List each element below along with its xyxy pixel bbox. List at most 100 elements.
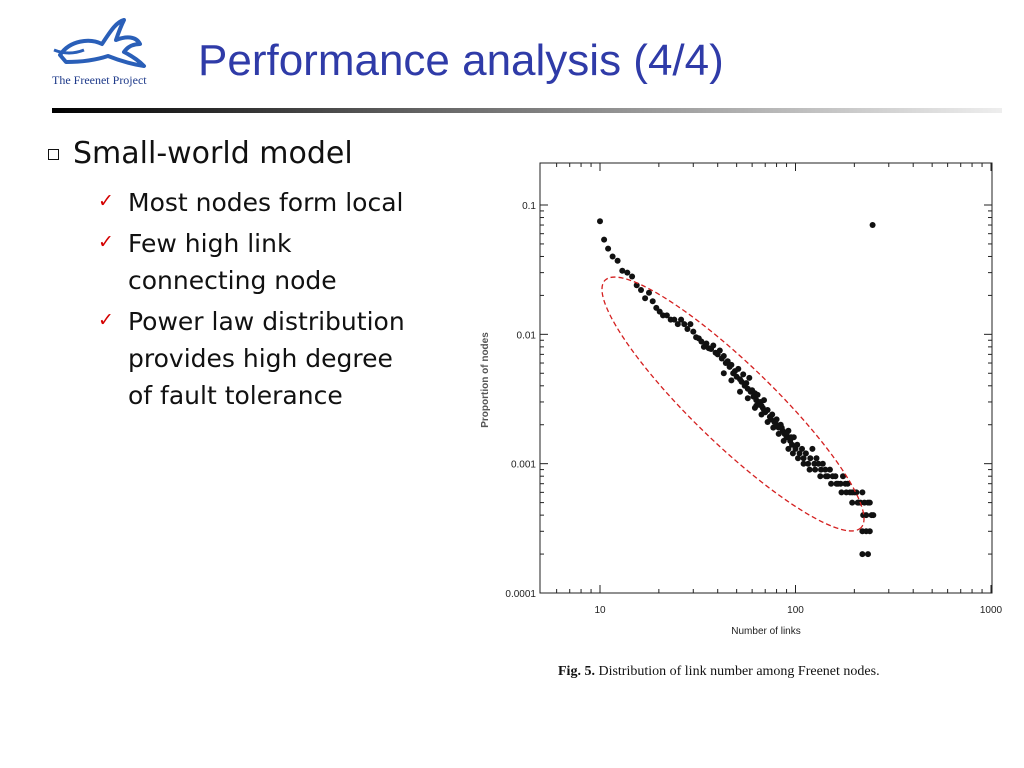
- data-point: [843, 489, 850, 496]
- title-divider: [52, 108, 1002, 113]
- data-point: [812, 466, 819, 473]
- sub-bullet-line: connecting node: [128, 266, 337, 295]
- square-bullet-icon: [48, 149, 59, 160]
- data-point: [866, 528, 873, 535]
- checkmark-icon: ✓: [98, 231, 114, 253]
- data-point: [800, 455, 807, 462]
- data-point: [743, 380, 750, 387]
- data-point: [859, 489, 866, 496]
- data-point: [728, 361, 735, 368]
- sub-bullet-text: Power law distribution provides high deg…: [128, 303, 405, 414]
- bullet-list: Small-world model ✓ Most nodes form loca…: [48, 136, 488, 418]
- freenet-logo: The Freenet Project: [40, 10, 170, 95]
- y-tick-label: 0.1: [522, 201, 536, 212]
- data-point: [844, 480, 851, 487]
- data-point: [735, 365, 742, 372]
- data-point: [744, 395, 751, 402]
- sub-bullet-list: ✓ Most nodes form local ✓ Few high link …: [98, 184, 488, 414]
- data-point: [684, 326, 691, 332]
- data-point: [783, 430, 790, 437]
- data-point: [807, 455, 814, 462]
- data-point: [609, 253, 616, 260]
- logo-text: The Freenet Project: [52, 73, 147, 87]
- data-point: [649, 298, 656, 305]
- data-point: [789, 441, 795, 448]
- data-point: [805, 460, 812, 467]
- data-point: [788, 434, 795, 441]
- data-point: [778, 424, 785, 431]
- data-point: [678, 316, 685, 323]
- bullet-text: Small-world model: [73, 136, 353, 171]
- data-point: [740, 371, 747, 378]
- data-point: [671, 316, 678, 323]
- sub-bullet-text: Few high link connecting node: [128, 225, 337, 299]
- data-point: [754, 391, 761, 398]
- data-point: [849, 499, 856, 506]
- data-point: [795, 455, 801, 462]
- plot-frame: [539, 162, 993, 594]
- data-point: [806, 466, 813, 473]
- data-point: [710, 342, 717, 349]
- x-axis-label: Number of links: [731, 626, 800, 637]
- data-point: [869, 222, 876, 228]
- data-point: [597, 218, 603, 225]
- chart-svg: 10 100 1000 0.1 0.01 0.001 0.0001 Number of li…: [480, 162, 1003, 637]
- caption-label: Fig. 5.: [558, 664, 595, 679]
- data-point: [674, 321, 681, 328]
- checkmark-icon: ✓: [98, 309, 114, 331]
- data-point: [690, 328, 697, 335]
- data-point: [720, 370, 727, 377]
- x-tick-label: 10: [594, 605, 606, 616]
- data-point: [746, 374, 753, 381]
- data-point: [768, 416, 775, 423]
- data-point: [840, 473, 846, 480]
- data-point: [663, 312, 670, 319]
- data-point: [605, 245, 612, 252]
- data-point: [854, 499, 861, 506]
- checkmark-icon: ✓: [98, 190, 114, 212]
- data-point: [818, 466, 824, 473]
- data-point: [614, 257, 621, 264]
- sub-bullet-line: Power law distribution: [128, 307, 405, 336]
- scatter-chart: 10 100 1000 0.1 0.01 0.001 0.0001 Number of li…: [470, 150, 1010, 650]
- data-point: [769, 411, 776, 418]
- y-tick-label: 0.001: [511, 460, 536, 471]
- data-point: [833, 480, 840, 487]
- sub-bullet-item: ✓ Most nodes form local: [98, 184, 488, 221]
- data-point: [866, 499, 873, 506]
- data-point: [822, 473, 829, 480]
- data-point: [822, 466, 829, 473]
- data-point: [860, 512, 867, 519]
- data-point: [773, 421, 780, 428]
- data-point: [703, 340, 710, 347]
- data-point: [796, 450, 803, 457]
- data-point: [624, 269, 631, 276]
- data-point: [738, 378, 745, 385]
- data-point: [828, 480, 835, 487]
- sub-bullet-line: Few high link: [128, 229, 292, 258]
- data-point: [780, 437, 787, 444]
- data-point: [794, 441, 801, 448]
- axis-ticks: 10 100 1000 0.1 0.01 0.001 0.0001: [505, 163, 1003, 616]
- data-point: [629, 273, 636, 280]
- data-point: [802, 450, 809, 457]
- data-point: [859, 551, 866, 558]
- data-point: [681, 321, 688, 328]
- data-point: [687, 321, 694, 328]
- x-tick-label: 1000: [980, 605, 1003, 616]
- data-point: [737, 388, 743, 395]
- data-point: [775, 430, 782, 437]
- data-point: [813, 455, 820, 462]
- data-point: [809, 445, 816, 452]
- data-point: [753, 402, 760, 409]
- sub-bullet-line: provides high degree: [128, 344, 393, 373]
- data-point: [601, 236, 608, 243]
- data-point: [785, 445, 792, 452]
- data-point: [761, 397, 767, 404]
- data-point: [799, 445, 805, 452]
- data-point: [789, 450, 796, 457]
- data-point: [716, 347, 723, 354]
- highlight-ellipse: [601, 276, 865, 532]
- y-tick-label: 0.0001: [505, 589, 536, 600]
- sub-bullet-item: ✓ Few high link connecting node: [98, 225, 488, 299]
